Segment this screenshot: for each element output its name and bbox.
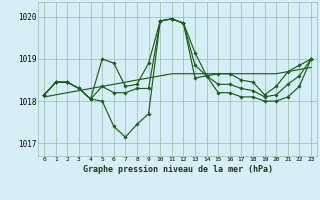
X-axis label: Graphe pression niveau de la mer (hPa): Graphe pression niveau de la mer (hPa) (83, 165, 273, 174)
